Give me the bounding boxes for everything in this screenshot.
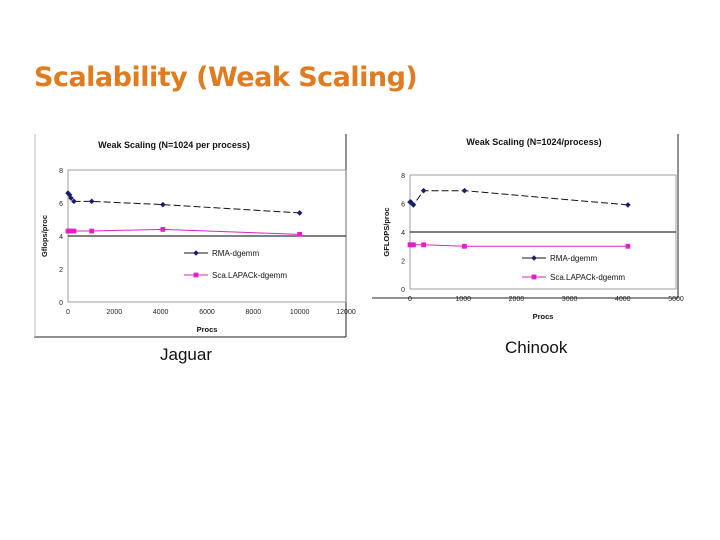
chinook-point-scalapack-dgemm — [462, 243, 467, 249]
chinook-point-scalapack-dgemm — [411, 242, 416, 248]
jaguar-series-line-scalapack-dgemm — [68, 228, 300, 235]
jaguar-xtick-label: 6000 — [199, 309, 215, 316]
chinook-point-scalapack-dgemm — [421, 242, 427, 248]
jaguar-xtick-label: 12000 — [336, 309, 356, 316]
chinook-point-rma-dgemm — [410, 202, 417, 208]
jaguar-xtick-label: 4000 — [153, 309, 169, 316]
jaguar-legend-label-rma-dgemm: RMA-dgemm — [212, 249, 259, 258]
jaguar-xtick-label: 8000 — [246, 309, 262, 316]
jaguar-legend-marker-scalapack-dgemm — [193, 272, 199, 278]
jaguar-point-rma-dgemm — [160, 201, 166, 208]
chinook-point-scalapack-dgemm — [625, 243, 631, 249]
jaguar-chart-title: Weak Scaling (N=1024 per process) — [98, 140, 250, 150]
jaguar-chart: Weak Scaling (N=1024 per process) 0 2 4 6 8 0 2… — [34, 134, 356, 338]
chinook-chart-title: Weak Scaling (N=1024/process) — [466, 137, 601, 147]
jaguar-point-scalapack-dgemm — [68, 228, 74, 234]
chinook-xtick-label: 1000 — [455, 296, 471, 303]
jaguar-ytick-label: 6 — [59, 201, 63, 208]
chinook-ytick-label: 2 — [401, 259, 405, 266]
chinook-xtick-label: 3000 — [562, 296, 578, 303]
jaguar-ytick-label: 8 — [59, 168, 63, 175]
chinook-xtick-label: 5000 — [668, 296, 684, 303]
jaguar-point-rma-dgemm — [88, 198, 95, 205]
jaguar-point-scalapack-dgemm — [89, 228, 95, 234]
jaguar-point-rma-dgemm — [66, 191, 73, 198]
chinook-ytick-label: 8 — [401, 173, 405, 180]
jaguar-xaxis-label: Procs — [197, 325, 218, 334]
jaguar-point-scalapack-dgemm — [297, 231, 303, 237]
jaguar-xtick-label: 0 — [66, 309, 70, 316]
jaguar-ytick-label: 4 — [59, 234, 63, 241]
chinook-ytick-label: 4 — [401, 230, 405, 237]
chinook-ytick-label: 0 — [401, 287, 405, 294]
jaguar-point-scalapack-dgemm — [71, 228, 77, 234]
chinook-point-scalapack-dgemm — [408, 242, 414, 248]
slide-title: Scalability (Weak Scaling) — [34, 62, 418, 93]
chinook-xaxis-label: Procs — [533, 312, 554, 321]
chinook-xtick-label: 4000 — [615, 296, 631, 303]
jaguar-ytick-label: 2 — [59, 267, 63, 274]
jaguar-series-line-rma-dgemm — [67, 192, 300, 214]
chinook-series-line-scalapack-dgemm — [410, 244, 628, 247]
chinook-legend-label-scalapack-dgemm: Sca.LAPACk-dgemm — [550, 273, 625, 282]
chinook-point-rma-dgemm — [420, 187, 427, 194]
chinook-chart: Weak Scaling (N=1024/process) 0 2 4 6 8 0 1000 2… — [372, 134, 684, 321]
jaguar-point-scalapack-dgemm — [160, 227, 166, 232]
chinook-ytick-label: 6 — [401, 202, 405, 209]
chinook-series-line-rma-dgemm — [410, 190, 628, 206]
caption-jaguar: Jaguar — [160, 345, 212, 364]
jaguar-legend-marker-rma-dgemm — [193, 250, 199, 256]
jaguar-xtick-label: 10000 — [290, 309, 310, 316]
chinook-legend-label-rma-dgemm: RMA-dgemm — [550, 254, 597, 263]
jaguar-legend-label-scalapack-dgemm: Sca.LAPACk-dgemm — [212, 271, 287, 280]
chinook-point-rma-dgemm — [461, 187, 468, 194]
chinook-legend-marker-rma-dgemm — [531, 255, 537, 261]
jaguar-ytick-label: 0 — [59, 300, 63, 307]
jaguar-point-rma-dgemm — [296, 210, 303, 216]
chinook-legend-marker-scalapack-dgemm — [531, 274, 537, 280]
jaguar-yaxis-label: Gflops/proc — [40, 215, 49, 257]
jaguar-xtick-label: 2000 — [107, 309, 123, 316]
chinook-yaxis-label: GFLOPS/proc — [382, 207, 391, 256]
chinook-xtick-label: 2000 — [509, 296, 525, 303]
caption-chinook: Chinook — [505, 338, 568, 357]
jaguar-point-rma-dgemm — [71, 198, 77, 205]
chinook-point-rma-dgemm — [625, 202, 631, 208]
chinook-xtick-label: 0 — [408, 296, 412, 303]
